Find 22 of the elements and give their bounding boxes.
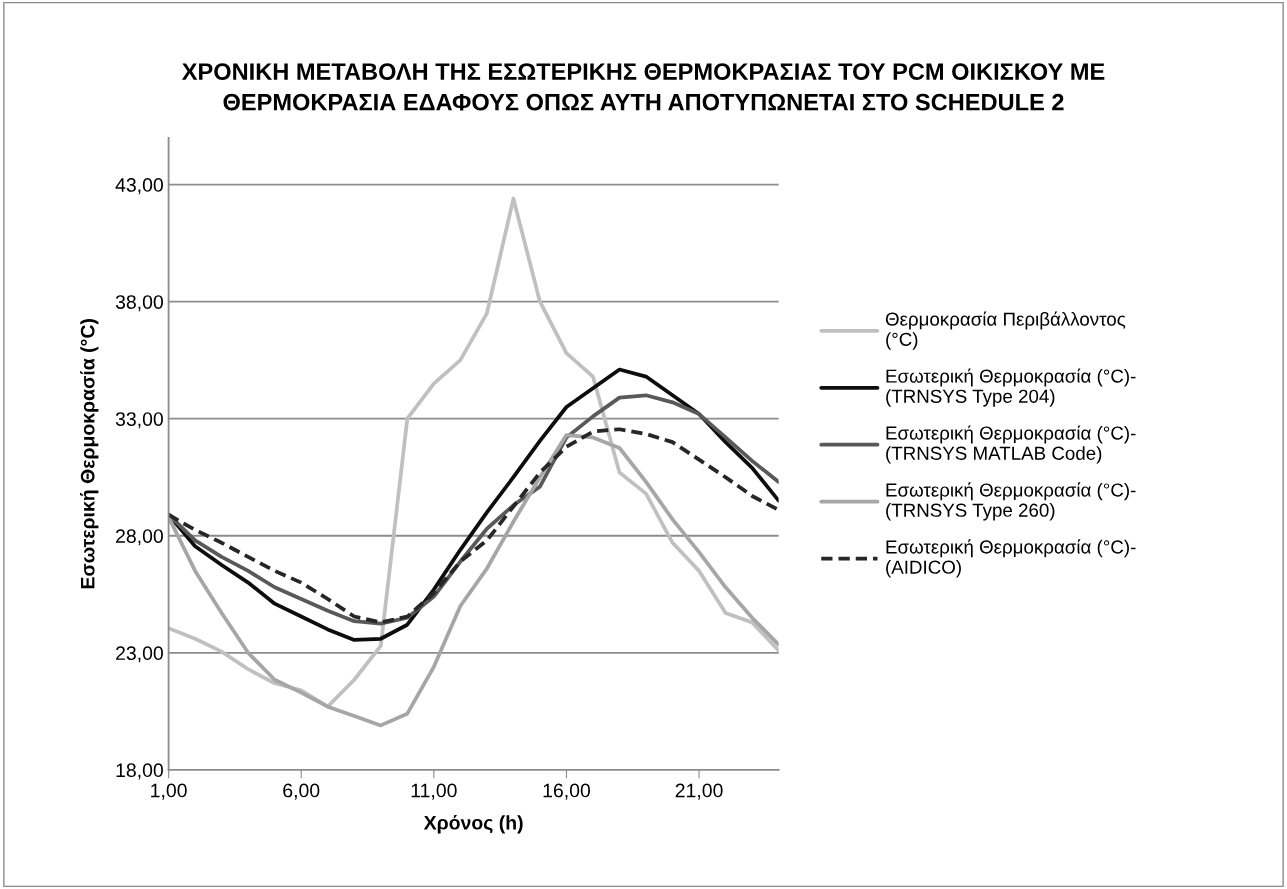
- line-series: [168, 433, 779, 728]
- line-series: [168, 196, 779, 709]
- legend-label: Θερμοκρασία Περιβάλλοντος (°C): [885, 311, 1126, 350]
- y-tick-label: 43,00: [115, 178, 163, 195]
- x-axis-title: Χρόνος (h): [423, 815, 523, 834]
- legend-label: Εσωτερική Θερμοκρασία (°C)-(AIDICO): [886, 539, 1136, 578]
- y-tick-label: 38,00: [115, 295, 163, 312]
- legend-label: Εσωτερική Θερμοκρασία (°C)-(TRNSYS Type 260): [886, 482, 1136, 521]
- legend-label: Εσωτερική Θερμοκρασία (°C)-(TRNSYS Type 204): [886, 368, 1136, 407]
- y-tick-label: 18,00: [116, 763, 163, 780]
- x-tick-label: 11,00: [411, 783, 457, 800]
- y-tick-label: 33,00: [115, 412, 163, 429]
- y-tick-label: 28,00: [116, 529, 163, 546]
- x-tick-label: 6,00: [283, 783, 320, 800]
- legend-label: Εσωτερική Θερμοκρασία (°C)-(TRNSYS MATLAB Code): [886, 425, 1136, 464]
- x-tick-label: 1,00: [151, 783, 187, 800]
- line-series: [168, 427, 779, 625]
- y-axis-title: Εσωτερική Θερμοκρασία (°C): [80, 319, 99, 589]
- x-tick-label: 16,00: [543, 783, 591, 800]
- y-tick-label: 23,00: [116, 646, 163, 663]
- x-tick-label: 21,00: [675, 783, 723, 800]
- chart-title: ΧΡΟΝΙΚΗ ΜΕΤΑΒΟΛΗ ΤΗΣ ΕΣΩΤΕΡΙΚΗΣ ΘΕΡΜΟΚΡΑΣΙΑΣ ΤΟΥ PCM ΟΙΚΙΣΚΟΥ ΜΕ ΘΕΡΜΟΚΡΑΣΙΑ ΕΔΑΦΟΥΣ ΟΠΩΣ ΑΥΤΗ ΑΠΟΤΥΠΩΝΕΤΑΙ ΣΤΟ SCHEDULE 2: [181, 63, 1105, 111]
